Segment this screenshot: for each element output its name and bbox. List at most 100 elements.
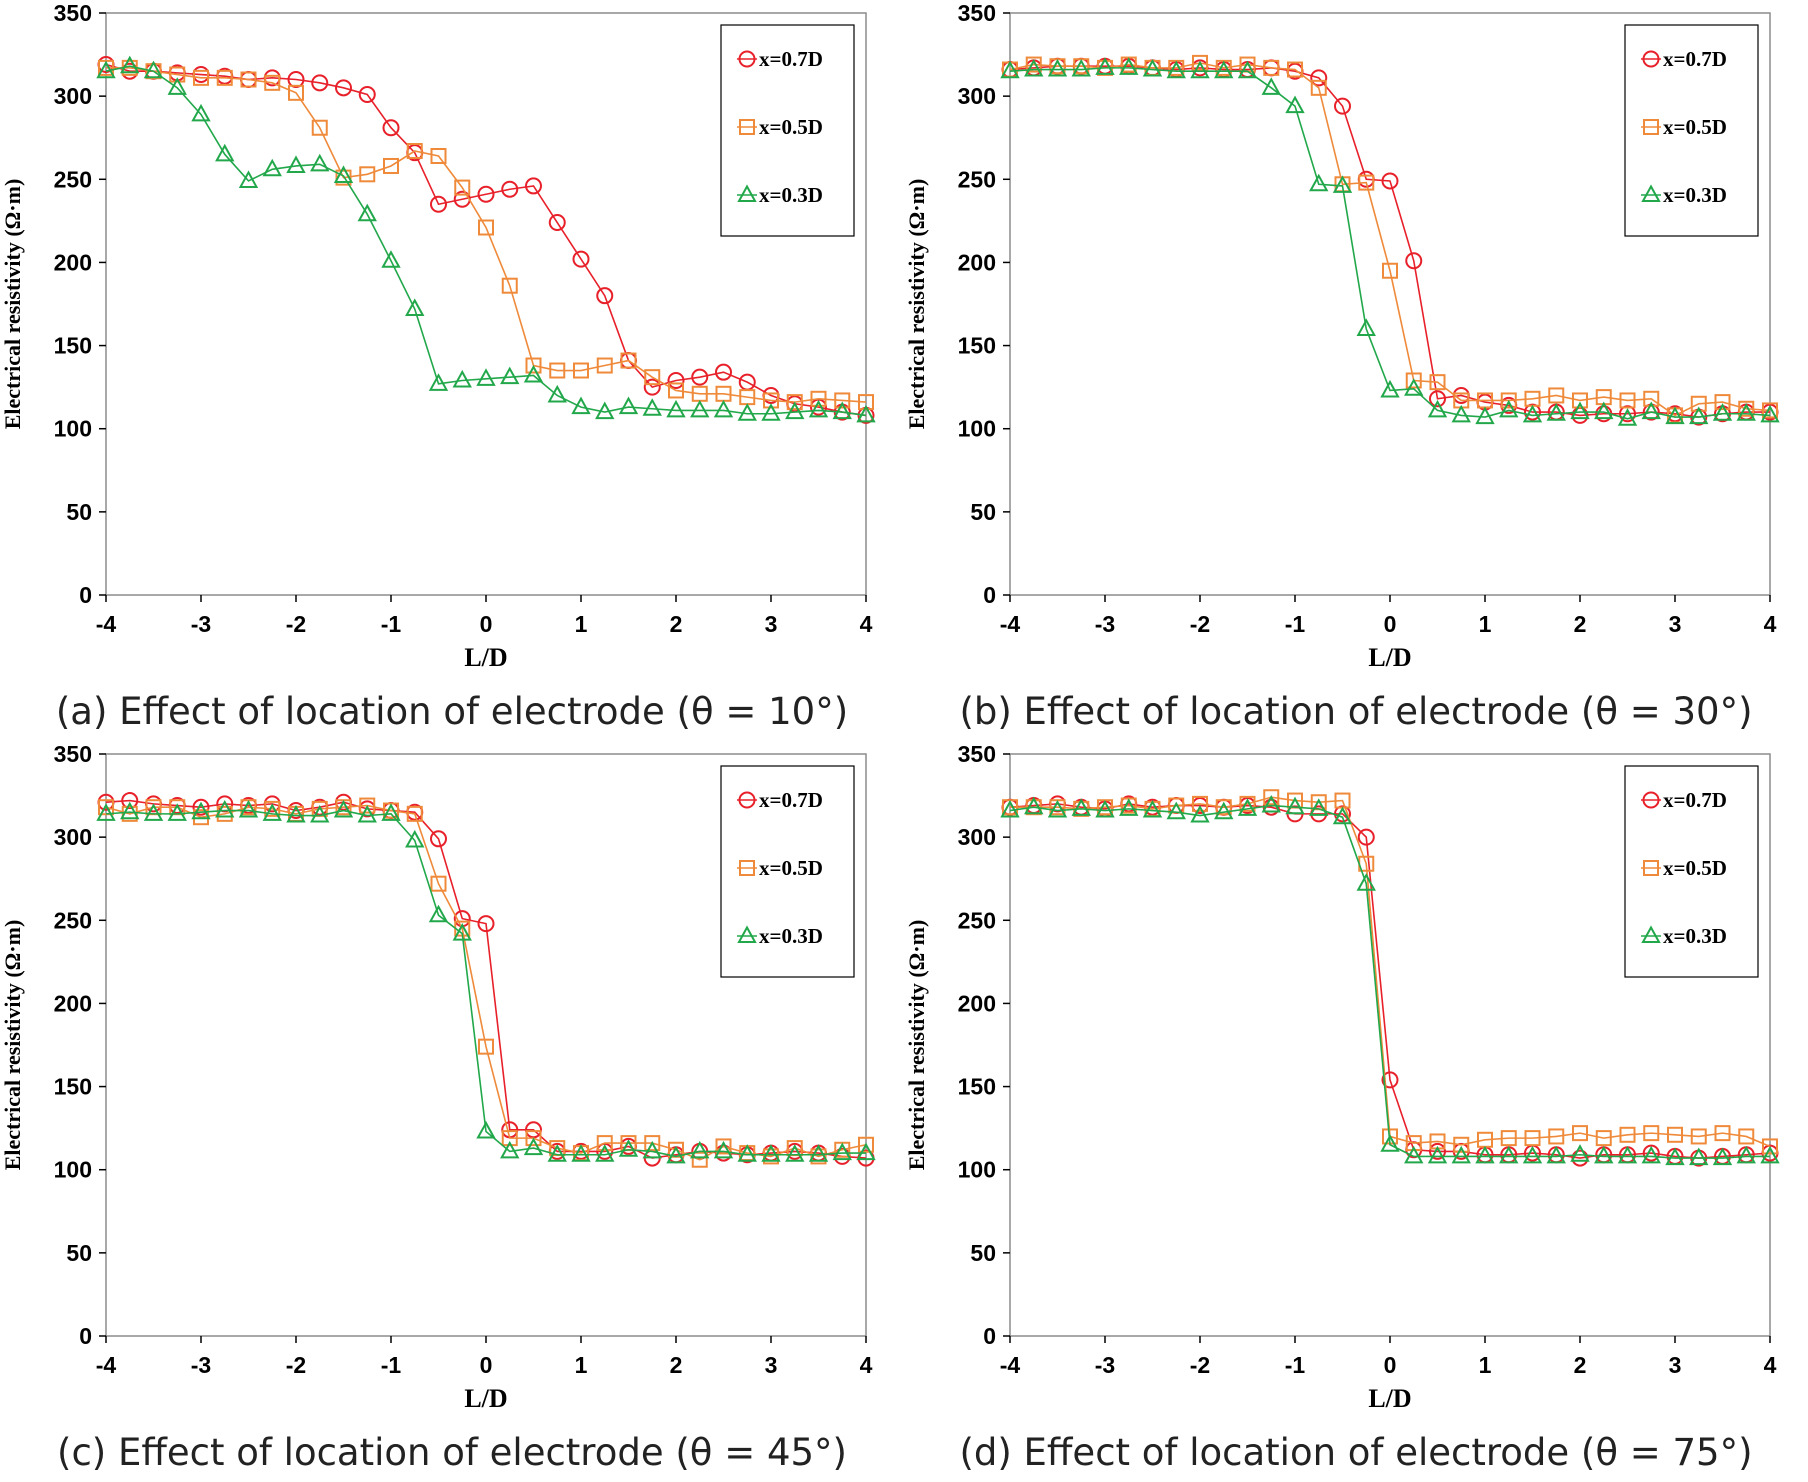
data-point	[832, 1142, 852, 1161]
x-tick-label: 4	[1764, 1352, 1777, 1378]
y-tick-label: 350	[958, 0, 996, 26]
data-point	[98, 799, 114, 816]
legend-marker	[1643, 119, 1659, 135]
x-tick-label: 1	[575, 1352, 588, 1378]
data-point	[357, 203, 377, 222]
chart-plot-a: 0 50 100 150 200 250 300 350 -4 -3 -2 -1 0 1 2 3 4 L/D Ele…	[0, 0, 876, 672]
y-axis-title: Electrical resistivity (Ω·m)	[904, 179, 929, 430]
x-tick-label: -2	[286, 1352, 306, 1378]
data-point	[1738, 1128, 1755, 1145]
data-point	[1548, 387, 1565, 404]
data-point	[596, 357, 613, 374]
data-point	[549, 362, 566, 379]
data-point	[1570, 401, 1590, 420]
data-point	[1214, 60, 1234, 79]
data-point	[96, 60, 116, 79]
data-point	[1024, 58, 1044, 77]
data-point	[452, 369, 472, 388]
data-point	[120, 55, 140, 74]
x-tick-label: 4	[860, 1352, 873, 1378]
data-point	[595, 401, 615, 420]
data-point	[1192, 795, 1208, 812]
data-point	[1404, 378, 1424, 396]
data-point	[167, 803, 187, 821]
data-point	[1263, 789, 1280, 806]
data-point	[1047, 799, 1068, 818]
series-x=0.5D	[1002, 54, 1778, 424]
data-point	[1572, 1125, 1588, 1142]
data-point	[666, 1145, 686, 1164]
data-point	[1192, 54, 1208, 71]
legend-label: x=0.5D	[1663, 856, 1727, 880]
data-point	[713, 399, 734, 418]
data-point	[667, 371, 685, 389]
data-point	[169, 66, 186, 83]
data-point	[666, 399, 686, 418]
data-point	[1690, 395, 1707, 412]
data-point	[478, 1038, 494, 1055]
data-point	[1572, 392, 1588, 409]
data-point	[452, 923, 472, 941]
legend-marker	[1642, 50, 1660, 68]
x-tick-label: 3	[1669, 611, 1682, 637]
data-point	[1285, 796, 1305, 815]
y-tick-label: 150	[54, 333, 92, 359]
data-point	[737, 1144, 757, 1162]
legend-marker	[1643, 860, 1659, 876]
x-axis-title: L/D	[1368, 643, 1411, 672]
data-point	[1047, 58, 1068, 77]
legend-label: x=0.5D	[1663, 115, 1727, 139]
data-point	[430, 148, 447, 165]
data-point	[382, 119, 400, 137]
data-point	[381, 803, 401, 821]
data-point	[1024, 796, 1044, 815]
data-point	[1381, 1071, 1399, 1089]
data-point	[1546, 1145, 1566, 1164]
data-point	[143, 803, 164, 821]
x-tick-label: 3	[765, 1352, 778, 1378]
data-point	[1357, 828, 1375, 846]
legend-box	[1624, 24, 1759, 237]
data-point	[383, 157, 399, 174]
y-tick-label: 250	[54, 166, 92, 192]
data-point	[1475, 1145, 1495, 1164]
data-point	[287, 71, 305, 89]
data-point	[193, 69, 209, 86]
data-point	[121, 792, 139, 810]
legend-label: x=0.7D	[759, 47, 823, 71]
y-tick-label: 0	[983, 582, 996, 608]
chart-caption-b: (b) Effect of location of electrode (θ =…	[959, 690, 1753, 733]
y-tick-label: 250	[958, 907, 996, 933]
data-point	[1214, 801, 1234, 820]
x-tick-label: -4	[96, 611, 117, 637]
data-point	[1738, 400, 1755, 417]
legend-box	[720, 765, 855, 978]
data-point	[1427, 399, 1448, 418]
data-point	[525, 1130, 542, 1147]
data-point	[1356, 873, 1376, 891]
data-point	[1546, 403, 1566, 421]
data-point	[1166, 60, 1186, 79]
data-point	[478, 219, 494, 236]
data-point	[1499, 1145, 1519, 1164]
series-line	[1009, 804, 1770, 1159]
data-point	[810, 398, 827, 416]
data-point	[691, 1151, 708, 1168]
data-point	[1760, 1145, 1780, 1164]
data-point	[1453, 1136, 1470, 1153]
data-point	[1142, 799, 1163, 818]
data-point	[216, 69, 233, 86]
data-point	[525, 177, 542, 195]
data-point	[525, 1121, 542, 1139]
data-point	[1594, 401, 1614, 420]
y-tick-label: 300	[54, 824, 92, 850]
legend-marker	[1641, 925, 1661, 943]
legend-label: x=0.3D	[759, 924, 823, 948]
y-tick-label: 50	[66, 1240, 92, 1266]
x-tick-label: 4	[860, 611, 873, 637]
data-point	[1641, 401, 1661, 420]
data-point	[810, 1148, 827, 1165]
data-point	[1736, 1145, 1756, 1164]
chart-caption-a: (a) Effect of location of electrode (θ =…	[55, 690, 849, 733]
data-point	[1617, 1145, 1638, 1164]
